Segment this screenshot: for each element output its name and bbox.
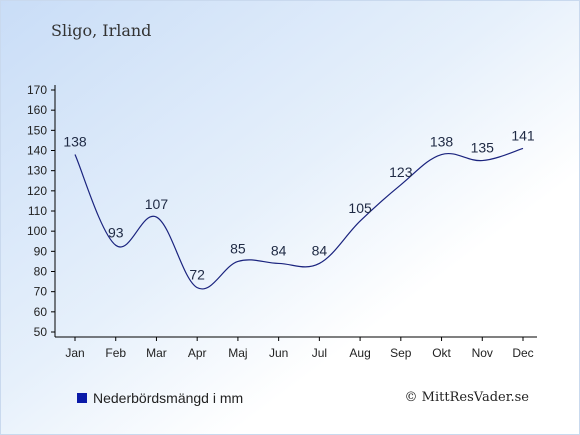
y-tick-label: 90	[34, 244, 48, 258]
x-tick-label: Apr	[188, 346, 207, 360]
y-tick-label: 120	[27, 184, 47, 198]
x-tick-label: Okt	[432, 346, 451, 360]
y-tick-label: 160	[27, 103, 47, 117]
y-tick-label: 130	[27, 164, 47, 178]
y-tick-label: 170	[27, 83, 47, 97]
data-label: 84	[312, 242, 328, 258]
y-tick-label: 140	[27, 144, 47, 158]
x-tick-label: Jun	[269, 346, 288, 360]
data-label: 107	[145, 196, 169, 212]
y-tick-label: 50	[34, 325, 48, 339]
data-label: 85	[230, 240, 246, 256]
data-label: 138	[63, 134, 87, 150]
x-tick-label: Dec	[512, 346, 533, 360]
y-tick-label: 70	[34, 285, 48, 299]
data-label: 135	[471, 140, 495, 156]
y-tick-label: 100	[27, 224, 47, 238]
data-label: 72	[189, 267, 205, 283]
series-line	[74, 147, 524, 290]
data-label: 84	[271, 242, 287, 258]
x-tick-label: Sep	[390, 346, 412, 360]
data-label: 93	[108, 224, 124, 240]
y-tick-label: 150	[27, 123, 47, 137]
data-label: 138	[430, 134, 454, 150]
x-tick-label: Maj	[228, 346, 247, 360]
x-tick-label: Feb	[105, 346, 126, 360]
data-label: 105	[348, 200, 372, 216]
data-label: 123	[389, 164, 413, 180]
legend-swatch	[77, 393, 87, 403]
legend: Nederbördsmängd i mm	[77, 390, 243, 406]
x-tick-label: Mar	[146, 346, 167, 360]
legend-label: Nederbördsmängd i mm	[93, 390, 244, 406]
x-tick-label: Nov	[472, 346, 493, 360]
y-tick-label: 60	[34, 305, 48, 319]
x-tick-label: Aug	[349, 346, 370, 360]
copyright-text: © MittResVader.se	[404, 390, 529, 405]
y-tick-label: 110	[28, 204, 47, 218]
y-tick-label: 80	[34, 265, 48, 279]
data-label: 141	[511, 127, 535, 143]
x-tick-label: Jan	[65, 346, 84, 360]
chart-title: Sligo, Irland	[51, 21, 152, 40]
x-tick-label: Jul	[312, 346, 327, 360]
